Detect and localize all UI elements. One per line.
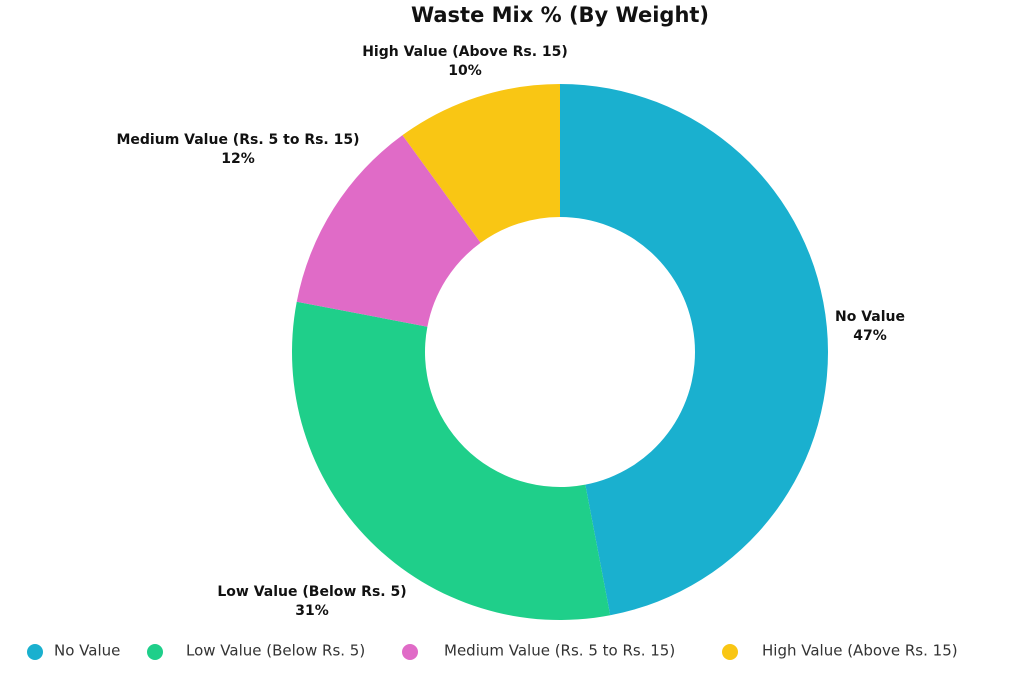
legend-marker <box>402 644 418 660</box>
legend-label: No Value <box>54 642 120 660</box>
slice-label: Medium Value (Rs. 5 to Rs. 15) <box>116 132 359 148</box>
legend-label: High Value (Above Rs. 15) <box>762 642 958 660</box>
donut-slice <box>560 84 829 616</box>
slice-label: Low Value (Below Rs. 5) <box>217 584 406 600</box>
legend-marker <box>27 644 43 660</box>
donut-slice <box>402 84 560 243</box>
slice-value-label: 12% <box>221 151 255 167</box>
slice-value-label: 31% <box>295 603 329 619</box>
slice-value-label: 10% <box>448 63 482 79</box>
legend-label: Medium Value (Rs. 5 to Rs. 15) <box>444 642 675 660</box>
legend-marker <box>147 644 163 660</box>
slice-label: High Value (Above Rs. 15) <box>362 44 568 60</box>
legend-marker <box>722 644 738 660</box>
slice-value-label: 47% <box>853 328 887 344</box>
donut-slice <box>296 135 481 327</box>
donut-slice <box>292 301 611 620</box>
chart-title: Waste Mix % (By Weight) <box>411 3 709 27</box>
legend-label: Low Value (Below Rs. 5) <box>186 642 365 660</box>
slice-label: No Value <box>835 309 905 325</box>
